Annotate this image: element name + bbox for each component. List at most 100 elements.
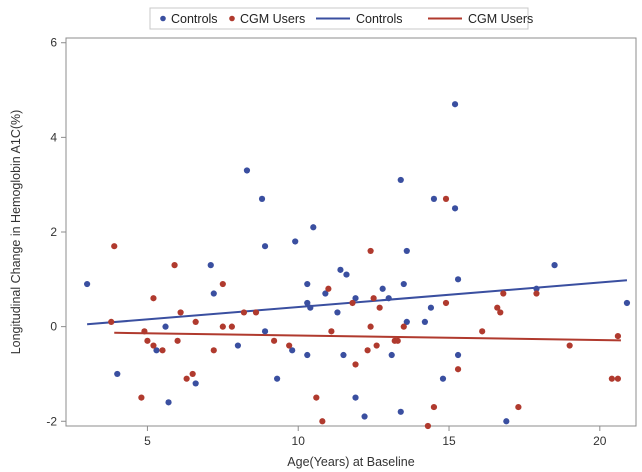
data-point-controls <box>114 370 121 378</box>
legend-marker <box>160 15 166 22</box>
data-point-cgm-users <box>138 394 145 401</box>
data-point-controls <box>623 299 631 307</box>
data-point-controls <box>397 408 404 415</box>
legend-label: CGM Users <box>240 12 305 26</box>
data-point-cgm-users <box>352 361 359 368</box>
data-point-cgm-users <box>349 299 356 307</box>
data-point-cgm-users <box>319 418 326 425</box>
data-point-cgm-users <box>515 403 522 411</box>
data-point-cgm-users <box>270 337 278 344</box>
y-tick-label: 0 <box>50 320 57 334</box>
x-axis-label: Age(Years) at Baseline <box>287 455 414 469</box>
data-point-controls <box>439 375 447 382</box>
data-point-controls <box>210 290 217 297</box>
data-point-cgm-users <box>141 328 148 335</box>
data-point-cgm-users <box>313 394 320 401</box>
data-point-cgm-users <box>252 309 260 316</box>
data-point-controls <box>334 309 341 316</box>
data-point-controls <box>397 176 404 184</box>
data-point-controls <box>292 238 299 245</box>
x-tick-label: 20 <box>593 434 607 448</box>
plot-area <box>65 37 637 427</box>
data-point-controls <box>421 318 428 326</box>
x-tick-label: 15 <box>442 434 456 448</box>
data-point-cgm-users <box>614 375 622 382</box>
data-point-controls <box>304 280 311 288</box>
data-point-cgm-users <box>144 337 151 344</box>
data-point-controls <box>361 413 368 420</box>
data-point-cgm-users <box>394 337 401 344</box>
data-point-cgm-users <box>373 342 380 349</box>
data-point-cgm-users <box>367 323 374 330</box>
data-point-controls <box>162 323 169 330</box>
data-point-controls <box>385 295 392 302</box>
data-point-cgm-users <box>494 304 501 311</box>
data-point-controls <box>310 224 317 231</box>
data-point-cgm-users <box>442 299 450 307</box>
data-point-cgm-users <box>442 195 450 202</box>
data-point-controls <box>454 351 462 359</box>
data-point-controls <box>454 276 462 283</box>
data-point-controls <box>322 290 329 297</box>
data-point-cgm-users <box>566 342 573 349</box>
data-point-controls <box>84 280 91 288</box>
y-tick-label: 6 <box>50 36 57 50</box>
data-point-controls <box>451 101 459 108</box>
data-point-controls <box>427 304 435 311</box>
data-point-cgm-users <box>171 262 178 269</box>
y-axis-label: Longitudinal Change in Hemoglobin A1C(%) <box>9 110 23 355</box>
data-point-cgm-users <box>454 366 462 373</box>
data-point-cgm-users <box>286 342 293 349</box>
data-point-cgm-users <box>400 323 407 330</box>
data-point-cgm-users <box>608 375 615 382</box>
data-point-controls <box>340 351 347 359</box>
data-point-controls <box>533 285 540 292</box>
data-point-cgm-users <box>479 328 486 335</box>
data-point-cgm-users <box>108 318 115 326</box>
data-point-cgm-users <box>497 309 504 316</box>
data-point-controls <box>379 285 386 292</box>
data-point-cgm-users <box>159 347 166 354</box>
data-point-cgm-users <box>500 290 507 297</box>
data-point-controls <box>274 375 281 382</box>
data-point-controls <box>207 262 214 269</box>
data-point-controls <box>289 347 296 354</box>
data-point-cgm-users <box>177 309 184 316</box>
data-point-controls <box>343 271 350 278</box>
data-point-controls <box>352 295 359 302</box>
data-point-controls <box>165 399 172 406</box>
data-point-cgm-users <box>430 403 438 411</box>
x-axis-ticks: 5 10 15 20 <box>144 426 607 448</box>
data-point-controls <box>403 247 410 255</box>
data-point-cgm-users <box>189 370 196 378</box>
data-point-controls <box>430 195 438 202</box>
data-point-cgm-users <box>424 422 432 430</box>
legend: Controls CGM Users Controls CGM Users <box>160 12 533 26</box>
y-axis-ticks: -2 0 2 4 6 <box>46 36 66 428</box>
data-point-controls <box>551 262 558 269</box>
data-point-controls <box>337 266 344 273</box>
data-point-cgm-users <box>240 309 248 316</box>
data-point-cgm-users <box>150 342 157 349</box>
data-point-cgm-users <box>370 295 377 302</box>
y-tick-label: 2 <box>50 225 57 239</box>
data-point-controls <box>403 318 410 326</box>
data-point-controls <box>243 167 251 174</box>
data-point-controls <box>352 394 359 401</box>
data-point-cgm-users <box>614 332 622 340</box>
data-point-controls <box>261 328 269 335</box>
data-point-controls <box>304 299 311 307</box>
data-point-controls <box>388 351 395 359</box>
data-point-cgm-users <box>376 304 383 311</box>
data-points <box>84 101 631 430</box>
data-point-cgm-users <box>219 280 226 288</box>
data-point-controls <box>400 280 407 288</box>
y-tick-label: -2 <box>46 414 57 428</box>
data-point-cgm-users <box>219 323 226 330</box>
data-point-controls <box>304 351 311 359</box>
data-point-cgm-users <box>192 318 199 326</box>
legend-label: CGM Users <box>468 12 533 26</box>
data-point-controls <box>451 205 459 212</box>
data-point-controls <box>153 347 160 354</box>
